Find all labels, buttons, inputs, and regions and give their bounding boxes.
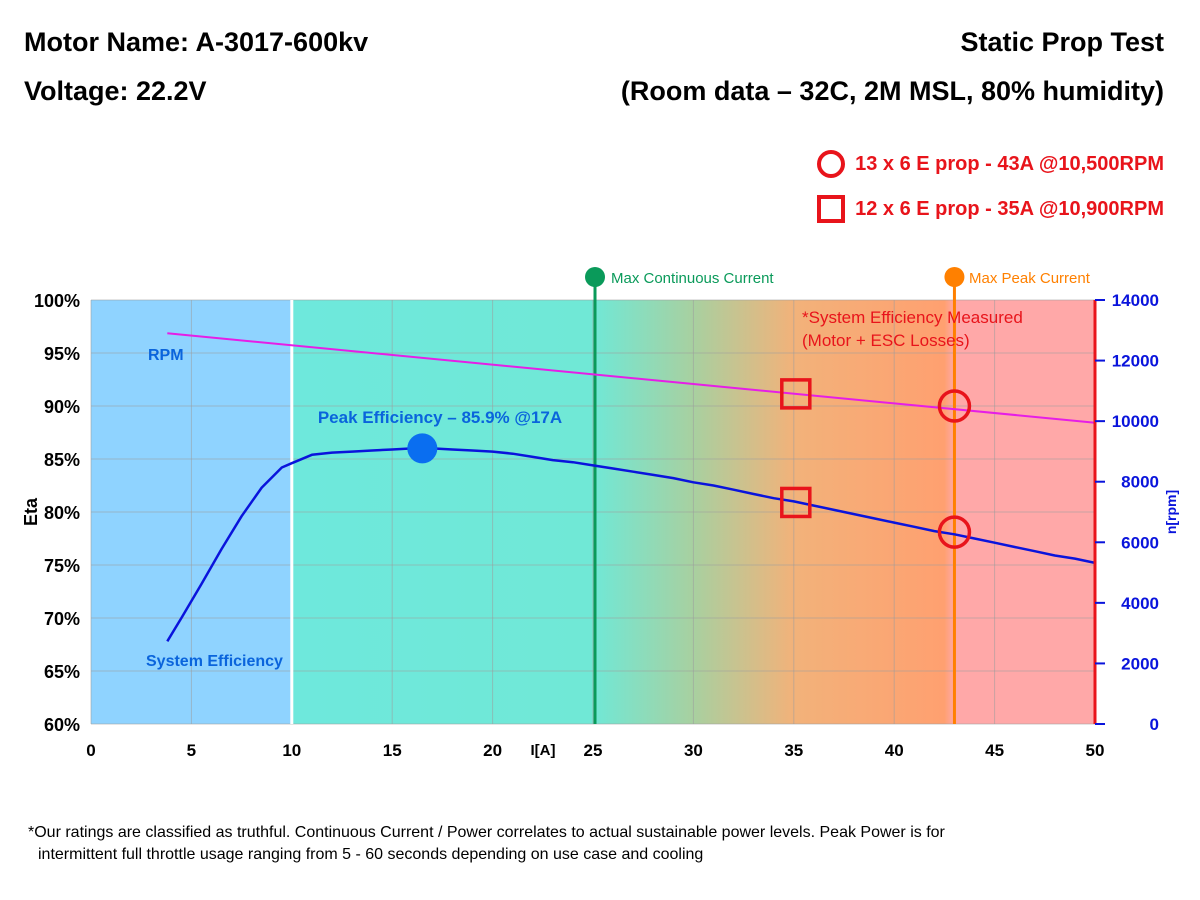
x-tick-label: 50 (1086, 741, 1105, 760)
chart-axes: 0 2000 4000 6000 8000 10000 12000 14000 60% 65% 70… (34, 291, 1159, 760)
legend-item-circle: 13 x 6 E prop - 43A @10,500RPM (817, 150, 1164, 178)
x-tick-label: 10 (282, 741, 301, 760)
y2-tick-label: 12000 (1112, 352, 1159, 371)
x-tick-label: 5 (187, 741, 196, 760)
footnote-line-1: *Our ratings are classified as truthful.… (28, 824, 945, 841)
voltage-label: Voltage: 22.2V (24, 76, 207, 106)
max-continuous-dot (585, 267, 606, 287)
y2-tick-label: 8000 (1121, 473, 1159, 492)
footnote: *Our ratings are classified as truthful.… (28, 822, 1148, 866)
efficiency-line (166, 447, 1096, 642)
x-tick-label: 15 (383, 741, 402, 760)
y-tick-label: 60% (44, 715, 80, 735)
rpm-series-label: RPM (148, 347, 184, 364)
y-tick-label: 80% (44, 503, 80, 523)
efficiency-chart: 0 2000 4000 6000 8000 10000 12000 14000 60% 65% 70… (21, 267, 1179, 760)
legend-circle-label: 13 x 6 E prop - 43A @10,500RPM (855, 152, 1164, 175)
y-tick-label: 95% (44, 344, 80, 364)
y2-tick-label: 2000 (1121, 654, 1159, 673)
square-marker-icon (817, 195, 846, 223)
x-tick-label: 20 (483, 741, 502, 760)
x-tick-label: 25 (584, 741, 603, 760)
chart-markers (407, 378, 972, 549)
motor-name: Motor Name: A-3017-600kv (24, 27, 369, 57)
y-tick-label: 70% (44, 609, 80, 629)
max-peak-dot (944, 267, 965, 287)
y2-tick-label: 0 (1150, 715, 1159, 734)
y-tick-label: 75% (44, 556, 80, 576)
peak-efficiency-label: Peak Efficiency – 85.9% @17A (318, 408, 562, 427)
y-tick-label: 85% (44, 450, 80, 470)
y2-tick-label: 10000 (1112, 412, 1159, 431)
circle-marker (937, 515, 972, 549)
y2-tick-label: 14000 (1112, 291, 1159, 310)
y-tick-label: 65% (44, 662, 80, 682)
peak-efficiency-point (407, 433, 438, 464)
measured-note-line2: (Motor + ESC Losses) (802, 331, 970, 350)
x-tick-label: 35 (784, 741, 803, 760)
y-tick-label: 90% (44, 397, 80, 417)
y-axis-title: Eta (21, 497, 41, 526)
x-tick-label: 30 (684, 741, 703, 760)
measured-note-line1: *System Efficiency Measured (802, 308, 1023, 327)
efficiency-series-label: System Efficiency (146, 653, 283, 670)
circle-marker-icon (817, 150, 846, 178)
max-peak-label: Max Peak Current (969, 270, 1091, 287)
y-tick-label: 100% (34, 291, 80, 311)
y2-tick-label: 6000 (1121, 533, 1159, 552)
x-tick-label: 40 (885, 741, 904, 760)
y2-axis-title: n[rpm] (1163, 490, 1179, 534)
legend-square-label: 12 x 6 E prop - 35A @10,900RPM (855, 197, 1164, 220)
test-title: Static Prop Test (960, 27, 1164, 57)
footnote-line-2: intermittent full throttle usage ranging… (38, 846, 704, 863)
x-tick-label: 0 (86, 741, 95, 760)
circle-marker (937, 389, 972, 423)
square-marker (780, 486, 812, 519)
x-tick-label: 45 (985, 741, 1004, 760)
legend-item-square: 12 x 6 E prop - 35A @10,900RPM (817, 195, 1164, 223)
y2-tick-label: 4000 (1121, 594, 1159, 613)
square-marker (780, 378, 812, 410)
reference-lines (290, 267, 965, 724)
x-axis-title: I[A] (531, 742, 556, 759)
max-continuous-label: Max Continuous Current (611, 270, 774, 287)
room-data: (Room data – 32C, 2M MSL, 80% humidity) (620, 76, 1164, 106)
